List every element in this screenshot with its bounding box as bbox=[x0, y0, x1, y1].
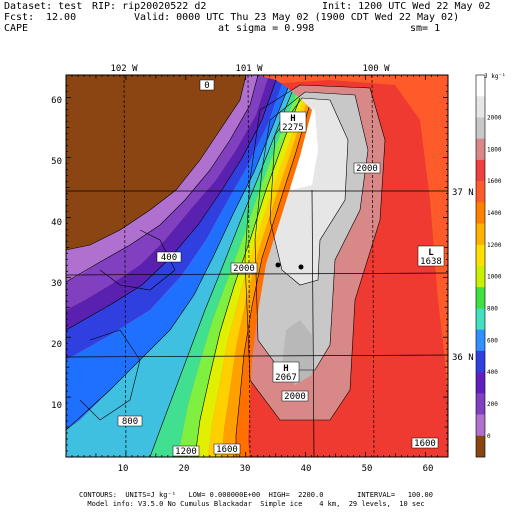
colorbar-swatch bbox=[476, 266, 485, 288]
colorbar-swatch bbox=[476, 308, 485, 330]
contour-label: 800 bbox=[122, 417, 138, 427]
colorbar-frame bbox=[475, 74, 486, 458]
colorbar-unit: J kg⁻¹ bbox=[484, 73, 506, 80]
y-tick-label: 10 bbox=[51, 401, 62, 411]
contour-label: 2000 bbox=[356, 164, 378, 174]
extremum-value: 1638 bbox=[420, 257, 442, 267]
rip-label: RIP: rip20020522 d2 bbox=[92, 1, 207, 12]
colorbar-swatch bbox=[476, 138, 485, 161]
colorbar-swatch bbox=[476, 350, 485, 373]
lon-label: 100 W bbox=[362, 64, 390, 74]
colorbar-swatch bbox=[476, 287, 485, 309]
contours-info: CONTOURS: UNITS=J kg⁻¹ LOW= 0.000000E+00… bbox=[78, 491, 433, 499]
y-tick-label: 60 bbox=[51, 96, 62, 106]
extremum-value: 2067 bbox=[275, 373, 297, 383]
y-tick-label: 50 bbox=[51, 157, 62, 167]
colorbar-label: 1800 bbox=[487, 146, 502, 153]
longitude-labels: 102 W 101 W 100 W bbox=[110, 64, 390, 74]
colorbar-swatch bbox=[476, 223, 485, 246]
colorbar bbox=[475, 74, 486, 458]
y-tick-label: 30 bbox=[51, 279, 62, 289]
contour-label: 2000 bbox=[284, 392, 306, 402]
axis-ticks bbox=[66, 75, 448, 457]
x-tick-label: 10 bbox=[118, 464, 129, 474]
latitude-labels: 37 N 36 N bbox=[452, 188, 474, 363]
fcst-value: 12.00 bbox=[46, 12, 77, 23]
colorbar-swatch bbox=[476, 96, 485, 118]
colorbar-label: 1600 bbox=[487, 178, 502, 185]
lat-label: 36 N bbox=[452, 353, 474, 363]
x-tick-label: 60 bbox=[423, 464, 434, 474]
contour-label: 1200 bbox=[175, 447, 197, 457]
colorbar-swatch bbox=[476, 181, 485, 203]
colorbar-swatch bbox=[476, 202, 485, 224]
colorbar-swatch bbox=[476, 75, 485, 97]
x-tick-label: 20 bbox=[179, 464, 190, 474]
y-tick-label: 20 bbox=[51, 340, 62, 350]
extremum-symbol: H bbox=[283, 364, 288, 374]
extrema-markers: H 2275 L 1638 H 2067 bbox=[272, 111, 445, 383]
contour-label: 1600 bbox=[216, 445, 238, 455]
x-axis-labels: 10 20 30 40 50 60 bbox=[118, 464, 434, 474]
colorbar-label: 800 bbox=[487, 305, 498, 312]
colorbar-label: 2000 bbox=[487, 114, 502, 121]
level-label: at sigma = 0.998 bbox=[218, 23, 315, 34]
map-frame bbox=[65, 74, 449, 458]
colorbar-label: 1400 bbox=[487, 210, 502, 217]
lon-label: 102 W bbox=[110, 64, 138, 74]
colorbar-label: 1200 bbox=[487, 242, 502, 249]
city-dot bbox=[275, 262, 281, 268]
lat-label: 37 N bbox=[452, 188, 474, 198]
map-grid-lines bbox=[66, 75, 448, 457]
colorbar-swatch bbox=[476, 372, 485, 394]
y-tick-label: 40 bbox=[51, 218, 62, 228]
valid-label: Valid: 0000 UTC Thu 23 May 02 (1900 CDT … bbox=[134, 12, 460, 23]
extremum-symbol: L bbox=[428, 248, 434, 258]
city-dot bbox=[298, 264, 304, 270]
colorbar-label: 200 bbox=[487, 401, 498, 408]
colorbar-swatch bbox=[476, 435, 485, 458]
contour-value-labels: 0 400 800 1200 1600 2000 2000 2000 1600 bbox=[117, 79, 439, 457]
field-name: CAPE bbox=[4, 23, 29, 34]
lon-label: 101 W bbox=[235, 64, 263, 74]
x-tick-label: 30 bbox=[240, 464, 251, 474]
colorbar-label: 400 bbox=[487, 369, 498, 376]
contour-label: 1600 bbox=[414, 439, 436, 449]
colorbar-label: 0 bbox=[487, 433, 491, 440]
extremum-symbol: H bbox=[290, 114, 295, 124]
colorbar-label: 600 bbox=[487, 337, 498, 344]
x-tick-label: 40 bbox=[301, 464, 312, 474]
x-tick-label: 50 bbox=[362, 464, 373, 474]
contour-label: 0 bbox=[204, 81, 209, 91]
y-axis-labels: 10 20 30 40 50 60 bbox=[51, 96, 62, 411]
contour-label: 2000 bbox=[233, 264, 255, 274]
extremum-value: 2275 bbox=[282, 123, 304, 133]
colorbar-swatch bbox=[476, 329, 485, 352]
colorbar-swatch bbox=[476, 117, 485, 139]
colorbar-label: 1000 bbox=[487, 274, 502, 281]
colorbar-swatch bbox=[476, 244, 485, 267]
init-label: Init: 1200 UTC Wed 22 May 02 bbox=[322, 1, 491, 12]
dataset-label: Dataset: test bbox=[4, 1, 83, 12]
contour-label: 400 bbox=[161, 253, 177, 263]
colorbar-swatch bbox=[476, 159, 485, 182]
colorbar-swatch bbox=[476, 414, 485, 437]
contour-lines bbox=[66, 75, 386, 457]
model-info: Model info: V3.5.0 No Cumulus Blackadar … bbox=[87, 500, 425, 508]
fcst-label: Fcst: bbox=[4, 12, 35, 23]
smoothing-label: sm= 1 bbox=[410, 23, 441, 34]
colorbar-swatch bbox=[476, 393, 485, 415]
